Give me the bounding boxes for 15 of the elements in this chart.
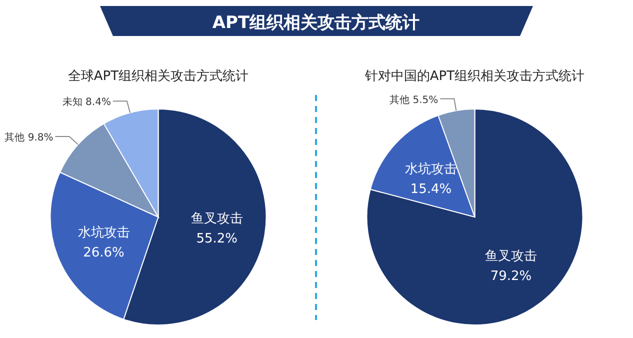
slice-label: 鱼叉攻击 [484, 249, 537, 264]
chart-title: 针对中国的APT组织相关攻击方式统计 [364, 68, 585, 84]
pie-slice [366, 108, 584, 326]
slice-label: 其他 9.8% [4, 132, 54, 144]
slice-label: 水坑攻击 [404, 162, 457, 177]
chart-title: 全球APT组织相关攻击方式统计 [68, 68, 249, 84]
data-label: 79.2% [490, 269, 532, 284]
data-label: 15.4% [410, 182, 452, 197]
text: APT组织相关攻击方式统计 [212, 13, 420, 33]
slice-label: 鱼叉攻击 [190, 212, 243, 227]
data-label: 26.6% [83, 246, 124, 261]
slice-label: 水坑攻击 [78, 226, 130, 241]
data-label: 55.2% [196, 232, 238, 247]
slice-label: 其他 5.5% [390, 94, 438, 106]
slice-label: 未知 8.4% [62, 96, 111, 108]
